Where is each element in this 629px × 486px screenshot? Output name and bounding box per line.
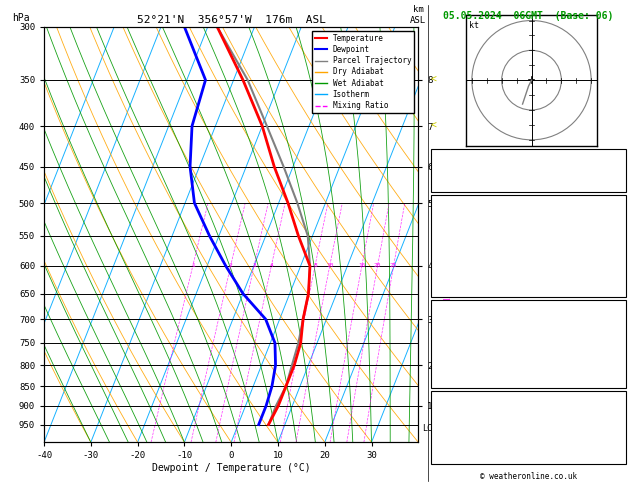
Text: 0: 0	[618, 376, 623, 385]
Text: 0: 0	[618, 271, 623, 280]
Text: 304: 304	[608, 332, 623, 341]
Text: Mixing Ratio (g/kg): Mixing Ratio (g/kg)	[444, 208, 453, 303]
Text: 3: 3	[252, 263, 256, 268]
Text: θε(K): θε(K)	[433, 242, 459, 251]
Text: 2: 2	[229, 263, 233, 268]
Text: 6.5: 6.5	[608, 213, 623, 222]
Text: 16: 16	[358, 263, 365, 268]
Text: 38: 38	[613, 166, 623, 175]
Text: Lifted Index: Lifted Index	[433, 257, 493, 265]
Text: 3: 3	[618, 408, 623, 417]
Text: 2: 2	[618, 452, 623, 461]
Text: 3: 3	[618, 423, 623, 432]
Text: Pressure (mb): Pressure (mb)	[433, 318, 498, 327]
Text: 25: 25	[390, 263, 398, 268]
Text: <: <	[431, 261, 437, 271]
Text: 269°: 269°	[603, 437, 623, 446]
Text: Lifted Index: Lifted Index	[433, 347, 493, 356]
Text: 14: 14	[613, 152, 623, 160]
Text: <: <	[431, 75, 437, 85]
Text: CAPE (J): CAPE (J)	[433, 362, 474, 370]
Text: CAPE (J): CAPE (J)	[433, 271, 474, 280]
Text: <: <	[431, 162, 437, 172]
Text: CIN (J): CIN (J)	[433, 376, 469, 385]
Text: 8: 8	[313, 263, 317, 268]
Text: θε (K): θε (K)	[433, 332, 464, 341]
Text: 05.05.2024  06GMT  (Base: 06): 05.05.2024 06GMT (Base: 06)	[443, 11, 613, 21]
Text: <: <	[431, 360, 437, 370]
Text: 0: 0	[618, 362, 623, 370]
Text: LCL: LCL	[422, 424, 437, 433]
Text: 1: 1	[191, 263, 194, 268]
Text: CIN (J): CIN (J)	[433, 286, 469, 295]
Text: EH: EH	[433, 408, 443, 417]
Text: 12: 12	[613, 257, 623, 265]
Text: StmDir: StmDir	[433, 437, 464, 446]
Text: 10: 10	[326, 263, 333, 268]
Legend: Temperature, Dewpoint, Parcel Trajectory, Dry Adiabat, Wet Adiabat, Isotherm, Mi: Temperature, Dewpoint, Parcel Trajectory…	[312, 31, 415, 113]
X-axis label: Dewpoint / Temperature (°C): Dewpoint / Temperature (°C)	[152, 463, 311, 473]
Text: © weatheronline.co.uk: © weatheronline.co.uk	[480, 472, 577, 481]
Text: 4.4: 4.4	[608, 227, 623, 236]
Text: Totals Totals: Totals Totals	[433, 166, 498, 175]
Text: 4: 4	[269, 263, 273, 268]
Text: km
ASL: km ASL	[410, 5, 426, 25]
Text: Hodograph: Hodograph	[506, 394, 551, 402]
Text: 700: 700	[608, 318, 623, 327]
Text: <: <	[431, 121, 437, 131]
Text: 20: 20	[374, 263, 381, 268]
Text: <: <	[431, 314, 437, 324]
Text: 0: 0	[618, 286, 623, 295]
Text: K: K	[433, 152, 438, 160]
Text: 295: 295	[608, 242, 623, 251]
Text: StmSpd (kt): StmSpd (kt)	[433, 452, 488, 461]
Text: kt: kt	[469, 20, 479, 30]
Text: Temp (°C): Temp (°C)	[433, 213, 479, 222]
Text: hPa: hPa	[12, 13, 30, 22]
Text: Surface: Surface	[511, 198, 546, 207]
Text: Most Unstable: Most Unstable	[496, 303, 561, 312]
Text: <: <	[431, 198, 437, 208]
Text: Dewp (°C): Dewp (°C)	[433, 227, 479, 236]
Title: 52°21'N  356°57'W  176m  ASL: 52°21'N 356°57'W 176m ASL	[136, 15, 326, 25]
Text: SREH: SREH	[433, 423, 454, 432]
Text: <: <	[431, 401, 437, 411]
Text: 6: 6	[618, 347, 623, 356]
Text: 1.33: 1.33	[603, 181, 623, 190]
Text: PW (cm): PW (cm)	[433, 181, 469, 190]
